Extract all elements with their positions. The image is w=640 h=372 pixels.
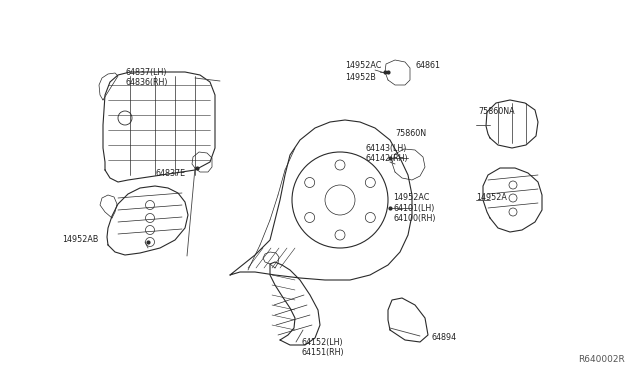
Text: 64837E: 64837E [155,170,185,179]
Text: 14952A: 14952A [476,193,507,202]
Text: 14952AC: 14952AC [345,61,381,70]
Text: 64152(LH): 64152(LH) [302,339,344,347]
Text: R640002R: R640002R [579,355,625,364]
Text: 64151(RH): 64151(RH) [302,347,344,356]
Text: 64142(RH): 64142(RH) [365,154,408,163]
Text: 64143(LH): 64143(LH) [365,144,406,153]
Text: 75860N: 75860N [395,128,426,138]
Text: 64837(LH): 64837(LH) [125,67,166,77]
Text: 64894: 64894 [432,334,457,343]
Text: 14952AB: 14952AB [62,235,99,244]
Text: 64101(LH): 64101(LH) [393,203,435,212]
Text: 64100(RH): 64100(RH) [393,214,435,222]
Text: 14952B: 14952B [345,74,376,83]
Text: 75860NA: 75860NA [478,108,515,116]
Text: 64861: 64861 [415,61,440,70]
Text: 64836(RH): 64836(RH) [125,77,168,87]
Text: 14952AC: 14952AC [393,193,429,202]
